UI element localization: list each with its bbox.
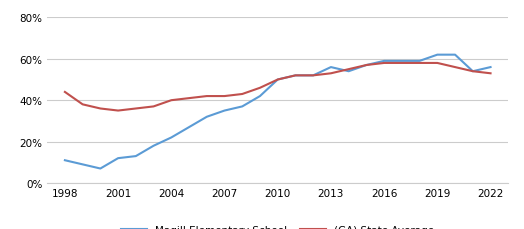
Magill Elementary School [345, 71, 352, 73]
Magill Elementary School [310, 75, 316, 77]
(GA) State Average [417, 62, 423, 65]
Magill Elementary School [115, 157, 121, 160]
Magill Elementary School [292, 75, 299, 77]
(GA) State Average [399, 62, 405, 65]
Magill Elementary School [133, 155, 139, 158]
(GA) State Average [487, 73, 494, 75]
Magill Elementary School [487, 66, 494, 69]
(GA) State Average [62, 91, 68, 94]
(GA) State Average [452, 66, 458, 69]
Magill Elementary School [221, 110, 227, 112]
Magill Elementary School [80, 163, 86, 166]
(GA) State Average [292, 75, 299, 77]
(GA) State Average [204, 95, 210, 98]
(GA) State Average [115, 110, 121, 112]
Magill Elementary School [434, 54, 441, 57]
(GA) State Average [133, 108, 139, 110]
(GA) State Average [97, 108, 104, 110]
Legend: Magill Elementary School, (GA) State Average: Magill Elementary School, (GA) State Ave… [121, 225, 434, 229]
(GA) State Average [186, 97, 192, 100]
Magill Elementary School [417, 60, 423, 63]
Magill Elementary School [239, 106, 245, 108]
Magill Elementary School [168, 136, 174, 139]
Magill Elementary School [470, 71, 476, 73]
(GA) State Average [80, 104, 86, 106]
(GA) State Average [221, 95, 227, 98]
Line: Magill Elementary School: Magill Elementary School [65, 55, 490, 169]
Magill Elementary School [204, 116, 210, 119]
Magill Elementary School [257, 95, 263, 98]
(GA) State Average [150, 106, 157, 108]
(GA) State Average [257, 87, 263, 90]
Magill Elementary School [452, 54, 458, 57]
(GA) State Average [363, 64, 369, 67]
(GA) State Average [345, 68, 352, 71]
Magill Elementary School [62, 159, 68, 162]
Magill Elementary School [275, 79, 281, 82]
Magill Elementary School [399, 60, 405, 63]
(GA) State Average [381, 62, 387, 65]
(GA) State Average [310, 75, 316, 77]
(GA) State Average [275, 79, 281, 82]
Magill Elementary School [381, 60, 387, 63]
(GA) State Average [470, 71, 476, 73]
Magill Elementary School [363, 64, 369, 67]
(GA) State Average [239, 93, 245, 96]
Line: (GA) State Average: (GA) State Average [65, 64, 490, 111]
Magill Elementary School [97, 167, 104, 170]
(GA) State Average [328, 73, 334, 75]
Magill Elementary School [328, 66, 334, 69]
(GA) State Average [168, 99, 174, 102]
(GA) State Average [434, 62, 441, 65]
Magill Elementary School [186, 126, 192, 129]
Magill Elementary School [150, 145, 157, 147]
